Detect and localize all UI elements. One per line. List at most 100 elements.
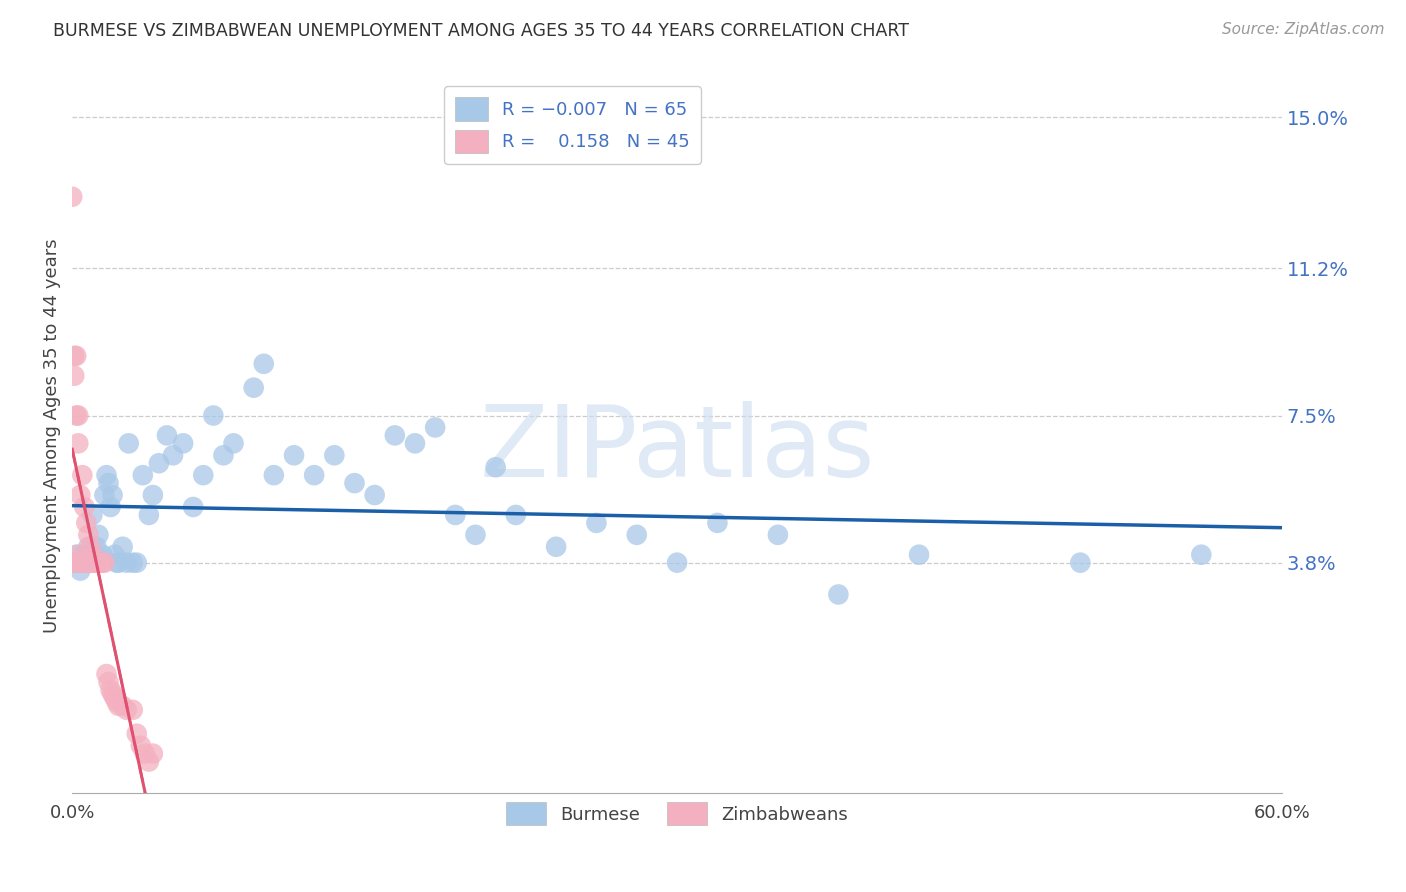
Point (107, 698, 129, 713)
Point (65, 409, 87, 423)
Point (97, 476, 120, 491)
Point (65, 548, 87, 562)
Point (105, 695, 128, 709)
Point (60, 190, 83, 204)
Point (79, 540, 101, 554)
Point (202, 409, 225, 423)
Point (193, 468, 215, 483)
Point (111, 698, 134, 713)
Point (69, 556, 91, 570)
Point (93, 556, 115, 570)
Point (121, 556, 143, 570)
Point (121, 703, 143, 717)
Point (72, 468, 94, 483)
Point (505, 508, 527, 522)
Point (72, 556, 94, 570)
Point (93, 488, 115, 502)
Point (79, 556, 101, 570)
Point (363, 488, 385, 502)
Point (96, 468, 118, 483)
Point (485, 460, 508, 475)
Point (107, 556, 129, 570)
Point (65, 349, 87, 363)
Point (105, 556, 128, 570)
Point (172, 436, 194, 450)
Point (103, 548, 125, 562)
Point (100, 500, 122, 514)
Point (404, 436, 426, 450)
Point (91, 556, 114, 570)
Point (181, 500, 204, 514)
Point (464, 528, 486, 542)
Point (75, 556, 97, 570)
Point (63, 556, 86, 570)
Point (67, 409, 90, 423)
Point (96, 667, 118, 681)
Point (118, 436, 141, 450)
Point (129, 739, 152, 753)
Legend: Burmese, Zimbabweans: Burmese, Zimbabweans (498, 793, 858, 834)
Text: ZIPatlas: ZIPatlas (479, 401, 875, 499)
Point (132, 468, 155, 483)
Point (156, 428, 179, 442)
Point (125, 556, 148, 570)
Point (82, 556, 104, 570)
Point (423, 420, 446, 434)
Point (86, 556, 108, 570)
Point (65, 556, 87, 570)
Point (63, 556, 86, 570)
Text: BURMESE VS ZIMBABWEAN UNEMPLOYMENT AMONG AGES 35 TO 44 YEARS CORRELATION CHART: BURMESE VS ZIMBABWEAN UNEMPLOYMENT AMONG… (53, 22, 910, 40)
Point (827, 587, 849, 601)
Point (253, 357, 276, 371)
Point (242, 381, 264, 395)
Point (1069, 556, 1091, 570)
Text: Source: ZipAtlas.com: Source: ZipAtlas.com (1222, 22, 1385, 37)
Point (77, 528, 100, 542)
Point (86, 540, 108, 554)
Point (89, 556, 111, 570)
Point (766, 528, 789, 542)
Point (263, 468, 285, 483)
Point (908, 548, 931, 562)
Point (142, 488, 165, 502)
Point (115, 703, 138, 717)
Point (67, 436, 90, 450)
Point (111, 540, 134, 554)
Point (73, 548, 96, 562)
Point (546, 540, 568, 554)
Point (75, 556, 97, 570)
Point (101, 687, 124, 701)
Point (89, 556, 111, 570)
Point (79, 556, 101, 570)
Point (73, 556, 96, 570)
Point (72, 556, 94, 570)
Point (585, 516, 607, 530)
Point (148, 456, 170, 470)
Point (67, 556, 90, 570)
Point (444, 508, 467, 522)
Point (283, 448, 305, 462)
Point (101, 488, 124, 502)
Point (666, 556, 689, 570)
Point (87, 528, 110, 542)
Point (87, 556, 110, 570)
Point (138, 755, 160, 769)
Point (125, 727, 148, 741)
Point (77, 556, 100, 570)
Point (82, 548, 104, 562)
Point (138, 508, 160, 522)
Point (142, 747, 165, 761)
Point (91, 548, 114, 562)
Y-axis label: Unemployment Among Ages 35 to 44 years: Unemployment Among Ages 35 to 44 years (44, 238, 60, 632)
Point (69, 564, 91, 578)
Point (343, 476, 366, 491)
Point (323, 448, 346, 462)
Point (134, 747, 156, 761)
Point (82, 508, 104, 522)
Point (706, 516, 728, 530)
Point (212, 448, 235, 462)
Point (77, 540, 100, 554)
Point (302, 468, 325, 483)
Point (69, 488, 91, 502)
Point (162, 448, 184, 462)
